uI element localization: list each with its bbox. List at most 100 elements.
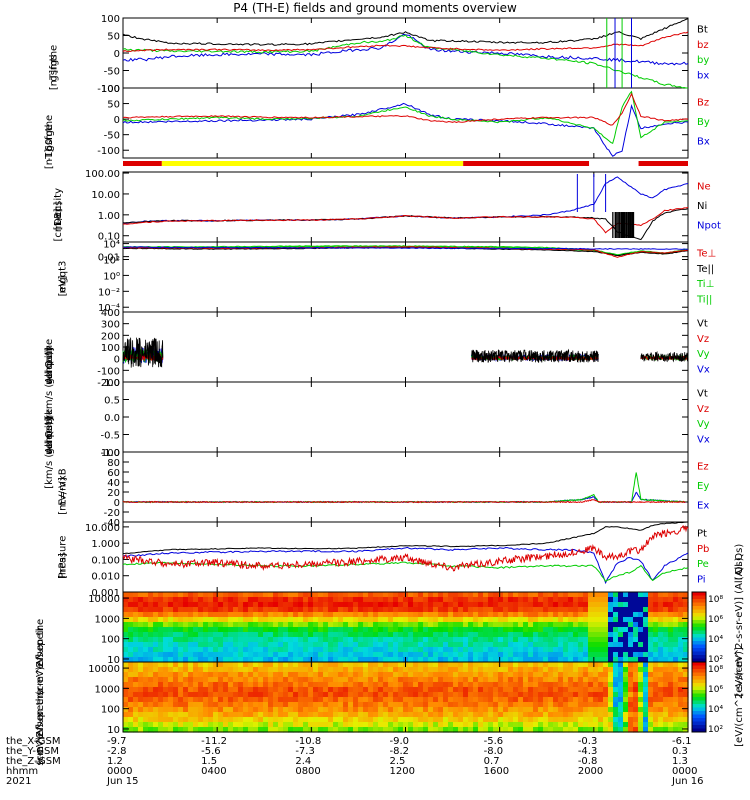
- spectrogram-cell: [168, 702, 174, 708]
- spectrogram-cell: [598, 727, 604, 733]
- spectrogram-cell: [238, 662, 244, 668]
- spectrogram-cell: [468, 722, 474, 728]
- spectrogram-cell: [483, 672, 489, 678]
- colorbar-cell: [692, 690, 706, 694]
- ytick-label-fge: -50: [104, 131, 120, 142]
- spectrogram-cell: [273, 617, 279, 623]
- spectrogram-cell: [498, 592, 504, 598]
- spectrogram-cell: [353, 677, 359, 683]
- ytick-label-fge: -100: [97, 146, 120, 157]
- spectrogram-cell: [658, 722, 664, 728]
- spectrogram-cell: [318, 712, 324, 718]
- spectrogram-cell: [268, 662, 274, 668]
- spectrogram-cell: [153, 707, 159, 713]
- spectrogram-cell: [603, 687, 609, 693]
- spectrogram-cell: [193, 722, 199, 728]
- spectrogram-cell: [228, 687, 234, 693]
- spectrogram-cell: [653, 617, 659, 623]
- spectrogram-cell: [573, 707, 579, 713]
- spectrogram-cell: [428, 687, 434, 693]
- spectrogram-cell: [353, 697, 359, 703]
- spectrogram-cell: [548, 707, 554, 713]
- spectrogram-cell: [493, 707, 499, 713]
- spectrogram-cell: [243, 717, 249, 723]
- spectrogram-cell: [123, 647, 129, 653]
- spectrogram-cell: [338, 617, 344, 623]
- spectrogram-cell: [533, 662, 539, 668]
- spectrogram-cell: [168, 687, 174, 693]
- spectrogram-cell: [203, 602, 209, 608]
- spectrogram-cell: [223, 727, 229, 733]
- spectrogram-cell: [553, 687, 559, 693]
- ytick-label-press: 0.100: [91, 555, 120, 566]
- spectrogram-cell: [588, 662, 594, 668]
- spectrogram-cell: [603, 707, 609, 713]
- spectrogram-cell: [178, 717, 184, 723]
- spectrogram-cell: [493, 622, 499, 628]
- spectrogram-cell: [513, 607, 519, 613]
- spectrogram-cell: [383, 602, 389, 608]
- spectrogram-cell: [683, 722, 689, 728]
- spectrogram-cell: [243, 672, 249, 678]
- spectrogram-cell: [443, 627, 449, 633]
- spectrogram-cell: [543, 602, 549, 608]
- spectrogram-cell: [183, 597, 189, 603]
- spectrogram-cell: [328, 672, 334, 678]
- spectrogram-cell: [463, 662, 469, 668]
- ytick-label-dens: 100.00: [85, 169, 120, 180]
- spectrogram-cell: [618, 692, 624, 698]
- spectrogram-cell: [473, 602, 479, 608]
- spectrogram-cell: [348, 637, 354, 643]
- spectrogram-cell: [348, 632, 354, 638]
- spectrogram-cell: [413, 597, 419, 603]
- spectrogram-cell: [133, 627, 139, 633]
- spectrogram-cell: [308, 717, 314, 723]
- spectrogram-cell: [323, 702, 329, 708]
- spectrogram-cell: [403, 702, 409, 708]
- spectrogram-cell: [303, 657, 309, 663]
- spectrogram-cell: [663, 602, 669, 608]
- spectrogram-cell: [653, 692, 659, 698]
- spectrogram-cell: [163, 602, 169, 608]
- spectrogram-cell: [478, 712, 484, 718]
- legend-fgs-by: by: [697, 55, 709, 66]
- spectrogram-cell: [498, 647, 504, 653]
- spectrogram-cell: [228, 602, 234, 608]
- spectrogram-cell: [188, 602, 194, 608]
- spectrogram-cell: [373, 682, 379, 688]
- spectrogram-cell: [348, 682, 354, 688]
- spectrogram-cell: [328, 657, 334, 663]
- spectrogram-cell: [233, 622, 239, 628]
- xaxis-row-label: the_Z-GSM: [6, 756, 61, 767]
- spectrogram-cell: [583, 662, 589, 668]
- spectrogram-cell: [628, 712, 634, 718]
- spectrogram-cell: [328, 642, 334, 648]
- spectrogram-cell: [563, 707, 569, 713]
- spectrogram-cell: [628, 692, 634, 698]
- spectrogram-cell: [213, 722, 219, 728]
- spectrogram-cell: [558, 607, 564, 613]
- spectrogram-cell: [198, 622, 204, 628]
- spectrogram-cell: [378, 607, 384, 613]
- spectrogram-cell: [508, 697, 514, 703]
- spectrogram-cell: [503, 672, 509, 678]
- spectrogram-cell: [343, 697, 349, 703]
- series-fgs-bz: [122, 31, 689, 52]
- spectrogram-cell: [453, 672, 459, 678]
- spectrogram-cell: [648, 692, 654, 698]
- spectrogram-cell: [558, 692, 564, 698]
- spectrogram-cell: [613, 692, 619, 698]
- spectrogram-cell: [498, 672, 504, 678]
- spectrogram-cell: [498, 707, 504, 713]
- spectrogram-cell: [203, 647, 209, 653]
- spectrogram-cell: [328, 612, 334, 618]
- spectrogram-cell: [163, 722, 169, 728]
- spectrogram-cell: [463, 647, 469, 653]
- spectrogram-cell: [588, 602, 594, 608]
- spectrogram-cell: [413, 712, 419, 718]
- spectrogram-cell: [548, 592, 554, 598]
- spectrogram-cell: [558, 702, 564, 708]
- colorbar-cell: [692, 714, 706, 719]
